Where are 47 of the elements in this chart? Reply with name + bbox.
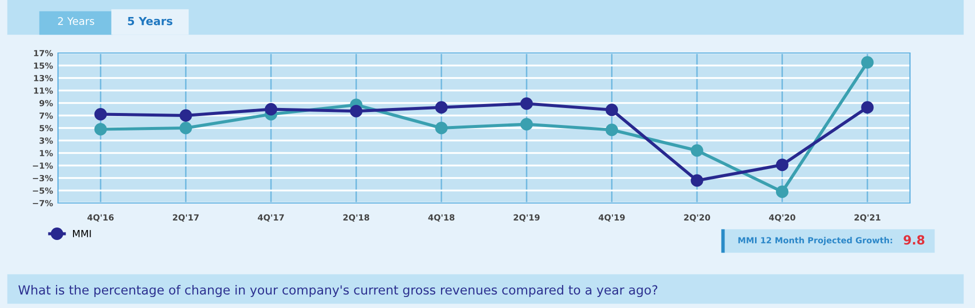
y-tick-label: 7% <box>40 112 53 119</box>
point <box>690 174 704 187</box>
x-tick-label: 2Q'20 <box>684 214 710 222</box>
point <box>94 123 107 136</box>
y-tick-label: 9% <box>39 100 53 106</box>
point <box>606 124 618 136</box>
point <box>690 144 704 157</box>
x-tick-label: 4Q'17 <box>258 214 284 222</box>
point <box>776 186 788 198</box>
y-tick-label: 13% <box>34 74 53 82</box>
point <box>606 104 618 116</box>
point <box>180 122 192 134</box>
point <box>520 118 533 130</box>
text: What is the percentage of change in your company's current gross revenues compared to a year ago? <box>18 284 658 298</box>
y-tick-label: 1% <box>40 150 53 156</box>
text: 2 Years <box>58 17 94 26</box>
point <box>776 158 788 172</box>
x-tick-label: 4Q'20 <box>769 214 796 222</box>
text: 9.8 <box>904 235 924 245</box>
text: MMI 12 Month Projected Growth: <box>738 236 892 246</box>
x-tick-label: 2Q'18 <box>343 214 370 222</box>
point <box>861 56 874 69</box>
y-tick-label: −3% <box>32 174 53 182</box>
y-tick-label: −7% <box>32 200 53 206</box>
x-tick-label: 2Q'17 <box>172 214 199 222</box>
x-tick-label: 2Q'21 <box>854 214 880 222</box>
y-tick-label: 11% <box>34 87 53 94</box>
point <box>94 108 107 120</box>
point <box>180 109 192 122</box>
point <box>435 101 448 114</box>
x-tick-label: 4Q'19 <box>598 214 625 222</box>
point <box>350 104 362 118</box>
text: 5 Years <box>128 16 172 26</box>
y-tick-label: 17% <box>34 50 53 56</box>
point <box>264 103 278 116</box>
y-tick-label: 15% <box>34 62 53 69</box>
y-tick-label: 3% <box>40 137 53 144</box>
legend-label: MMI <box>73 230 91 238</box>
y-tick-label: 5% <box>40 124 53 132</box>
y-tick-label: −5% <box>32 187 53 194</box>
x-tick-label: 4Q'16 <box>87 214 114 222</box>
point <box>435 122 448 134</box>
x-tick-label: 4Q'18 <box>428 214 454 222</box>
point <box>861 101 874 114</box>
point <box>520 97 533 110</box>
y-tick-label: −1% <box>32 162 53 169</box>
x-tick-label: 2Q'19 <box>514 214 540 222</box>
